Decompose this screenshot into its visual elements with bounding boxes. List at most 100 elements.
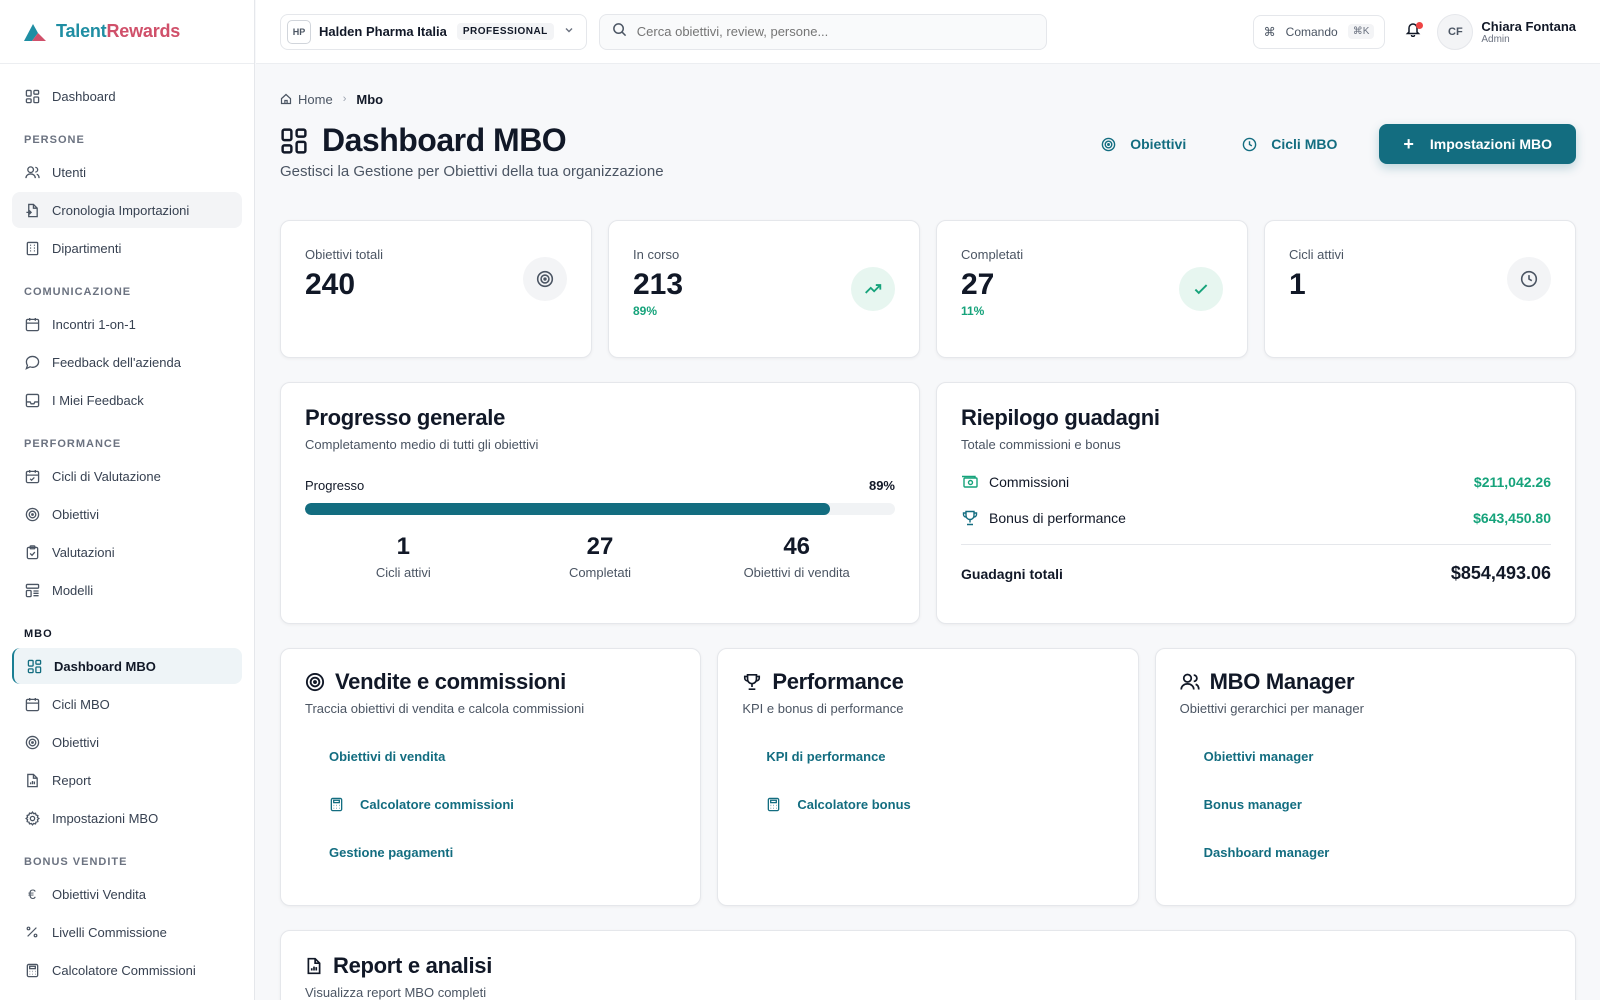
euro-icon: € — [28, 886, 36, 902]
progress-stat-active-cycles: 1 Cicli attivi — [305, 533, 502, 580]
earnings-row-commissions: Commissioni $211,042.26 — [961, 474, 1551, 490]
top-header: HP Halden Pharma Italia PROFESSIONAL ⌘ C… — [256, 0, 1600, 64]
link-sales-objectives[interactable]: Obiettivi di vendita — [329, 748, 446, 764]
sidebar-item-livelli-commissione[interactable]: Livelli Commissione — [12, 914, 242, 950]
home-icon — [280, 93, 292, 105]
target-icon — [1101, 137, 1116, 152]
page-header: Dashboard MBO Gestisci la Gestione per O… — [280, 122, 1576, 194]
command-label: Comando — [1285, 24, 1338, 39]
sidebar-item-impostazioni-mbo[interactable]: Impostazioni MBO — [12, 800, 242, 836]
user-role: Admin — [1481, 33, 1510, 45]
sidebar-item-cronologia-importazioni[interactable]: Cronologia Importazioni — [12, 192, 242, 228]
objectives-button[interactable]: Obiettivi — [1087, 126, 1200, 162]
card-subtitle: KPI e bonus di performance — [742, 701, 904, 716]
stat-value: 213 — [633, 268, 684, 301]
sidebar: TalentRewards Dashboard PERSONE Utenti C… — [0, 0, 255, 1000]
command-shortcut: ⌘K — [1347, 24, 1375, 39]
sidebar-item-obiettivi-mbo[interactable]: Obiettivi — [12, 724, 242, 760]
org-badge: HP — [287, 19, 311, 44]
org-switcher[interactable]: HP Halden Pharma Italia PROFESSIONAL — [280, 13, 587, 50]
sidebar-item-miei-feedback[interactable]: I Miei Feedback — [12, 382, 242, 418]
main-content: Home › Mbo Dashboard MBO Gestisci la Ges… — [280, 64, 1576, 1000]
search-box[interactable] — [598, 13, 1047, 50]
card-subtitle: Totale commissioni e bonus — [961, 437, 1121, 452]
link-commission-calculator[interactable]: Calcolatore commissioni — [329, 790, 676, 818]
stat-label: In corso — [633, 247, 680, 262]
calendar-icon — [24, 696, 40, 712]
progress-stat-value: 27 — [586, 533, 614, 560]
sidebar-item-label: Obiettivi — [52, 734, 99, 750]
earnings-label: Bonus di performance — [989, 510, 1126, 526]
divider — [961, 544, 1551, 545]
stat-card-in-progress: In corso 213 89% — [608, 220, 920, 358]
sidebar-section-title: PERSONE — [24, 134, 85, 146]
breadcrumb: Home › Mbo — [280, 88, 1576, 110]
sidebar-item-dashboard[interactable]: Dashboard — [12, 78, 242, 114]
plus-icon: + — [1403, 133, 1414, 154]
earnings-value: $643,450.80 — [1473, 510, 1551, 526]
earnings-value: $211,042.26 — [1473, 474, 1551, 490]
module-links: Obiettivi manager Bonus manager Dashboar… — [1180, 742, 1551, 866]
sidebar-item-cicli-valutazione[interactable]: Cicli di Valutazione — [12, 458, 242, 494]
brand[interactable]: TalentRewards — [0, 0, 254, 64]
page-title: Dashboard MBO — [280, 122, 664, 159]
sidebar-item-dipartimenti[interactable]: Dipartimenti — [12, 230, 242, 266]
link-manager-dashboard[interactable]: Dashboard manager — [1203, 844, 1330, 860]
sidebar-item-dashboard-mbo[interactable]: Dashboard MBO — [12, 648, 242, 684]
sidebar-item-modelli[interactable]: Modelli — [12, 572, 242, 608]
link-performance-kpi[interactable]: KPI di performance — [766, 748, 886, 764]
progress-stat-sales-objectives: 46 Obiettivi di vendita — [698, 533, 895, 580]
target-icon — [305, 672, 325, 692]
avatar[interactable]: CF — [1437, 13, 1474, 50]
progress-stat-value: 1 — [396, 533, 411, 560]
progress-stats: 1 Cicli attivi 27 Completati 46 Obiettiv… — [305, 533, 895, 580]
search-input[interactable] — [636, 24, 1017, 39]
breadcrumb-home[interactable]: Home — [298, 91, 333, 107]
sidebar-item-incontri[interactable]: Incontri 1-on-1 — [12, 306, 242, 342]
check-icon — [1179, 267, 1223, 311]
sidebar-item-obiettivi-performance[interactable]: Obiettivi — [12, 496, 242, 532]
target-icon — [523, 257, 567, 301]
sidebar-item-obiettivi-vendita[interactable]: € Obiettivi Vendita — [12, 876, 242, 912]
calendar-check-icon — [24, 468, 40, 484]
org-name: Halden Pharma Italia — [319, 24, 447, 39]
sidebar-item-report[interactable]: Report — [12, 762, 242, 798]
stat-value: 240 — [305, 268, 356, 301]
module-links: Obiettivi di vendita Calcolatore commiss… — [305, 742, 676, 866]
sidebar-nav: Dashboard PERSONE Utenti Cronologia Impo… — [0, 64, 254, 988]
trending-up-icon — [851, 267, 895, 311]
notifications-button[interactable] — [1401, 20, 1425, 44]
sidebar-item-label: Feedback dell'azienda — [52, 354, 181, 370]
sidebar-item-label: Impostazioni MBO — [52, 810, 159, 826]
card-subtitle: Completamento medio di tutti gli obietti… — [305, 437, 539, 452]
command-button[interactable]: ⌘ Comando ⌘K — [1252, 14, 1386, 49]
progress-header: Progresso 89% — [305, 478, 895, 493]
report-icon — [305, 957, 323, 975]
earnings-card: Riepilogo guadagni Totale commissioni e … — [936, 382, 1576, 624]
stat-value: 1 — [1289, 268, 1306, 301]
report-icon — [24, 772, 40, 788]
user-info[interactable]: Chiara Fontana Admin — [1481, 19, 1576, 45]
link-manager-bonus[interactable]: Bonus manager — [1203, 796, 1302, 812]
stat-label: Completati — [961, 247, 1024, 262]
card-title: Vendite e commissioni — [305, 669, 676, 695]
header-right: ⌘ Comando ⌘K CF Chiara Fontana Admin — [1252, 13, 1576, 50]
mbo-cycles-button[interactable]: Cicli MBO — [1228, 126, 1351, 162]
link-manager-objectives[interactable]: Obiettivi manager — [1203, 748, 1314, 764]
sidebar-item-cicli-mbo[interactable]: Cicli MBO — [12, 686, 242, 722]
mbo-settings-button[interactable]: + Impostazioni MBO — [1379, 124, 1576, 164]
sidebar-item-valutazioni[interactable]: Valutazioni — [12, 534, 242, 570]
sidebar-section-title: BONUS VENDITE — [24, 856, 128, 868]
earnings-total-value: $854,493.06 — [1450, 563, 1551, 583]
sidebar-item-label: Modelli — [52, 582, 94, 598]
module-card-mbo-manager: MBO Manager Obiettivi gerarchici per man… — [1154, 648, 1576, 906]
link-payments-management[interactable]: Gestione pagamenti — [329, 844, 454, 860]
stat-card-total-objectives: Obiettivi totali 240 — [280, 220, 592, 358]
sidebar-item-calcolatore-commissioni[interactable]: Calcolatore Commissioni — [12, 952, 242, 988]
sidebar-item-label: Obiettivi Vendita — [52, 886, 146, 902]
sidebar-item-utenti[interactable]: Utenti — [12, 154, 242, 190]
stat-card-active-cycles: Cicli attivi 1 — [1264, 220, 1576, 358]
sidebar-item-feedback-azienda[interactable]: Feedback dell'azienda — [12, 344, 242, 380]
link-bonus-calculator[interactable]: Calcolatore bonus — [766, 790, 1113, 818]
trophy-icon — [961, 510, 979, 526]
